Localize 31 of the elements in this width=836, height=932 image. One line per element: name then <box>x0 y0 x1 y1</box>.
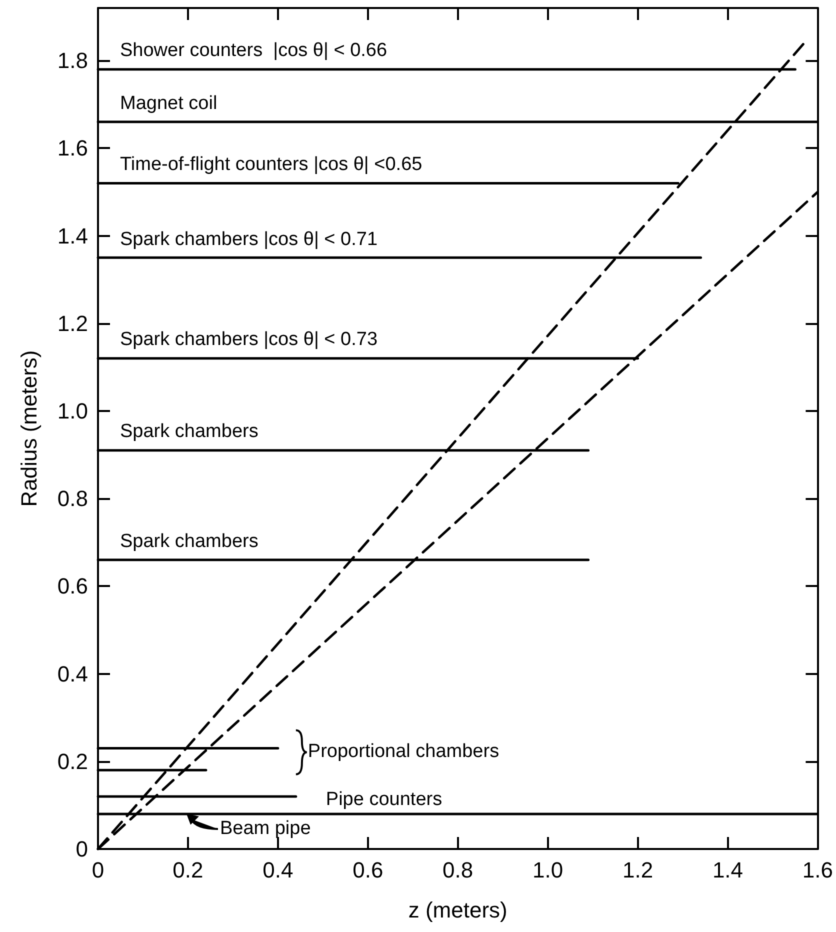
y-tick-label: 1.2 <box>57 310 88 336</box>
annotation: Spark chambers |cos θ| < 0.71 <box>120 228 378 251</box>
y-tick-label: 0.4 <box>57 661 88 686</box>
x-tick-label: 0.4 <box>262 858 294 882</box>
y-tick-label: 0.6 <box>57 574 88 599</box>
annotation: Spark chambers <box>120 530 258 553</box>
x-tick-label: 0.8 <box>442 858 474 882</box>
y-tick-label: 1.0 <box>57 398 88 424</box>
y-tick-label: 0 <box>76 836 88 862</box>
annotation: Proportional chambers <box>308 741 500 764</box>
annotation: Spark chambers <box>120 421 258 444</box>
y-tick-label: 0.8 <box>57 486 88 512</box>
annotation: Time-of-flight counters |cos θ| <0.65 <box>120 154 422 176</box>
x-tick-label: 1.4 <box>712 858 744 882</box>
x-tick-label: 0.2 <box>172 858 204 882</box>
y-tick-label: 0.2 <box>57 748 88 774</box>
annotation: Magnet coil <box>120 92 218 115</box>
y-tick-label: 1.8 <box>57 48 88 74</box>
y-axis-title: Radius (meters) <box>16 350 42 507</box>
annotation: Spark chambers |cos θ| < 0.73 <box>120 329 378 352</box>
x-tick-label: 1.6 <box>802 858 834 882</box>
annotation: Beam pipe <box>220 818 311 840</box>
annotation: Pipe counters <box>326 789 442 812</box>
x-tick-label: 0 <box>92 858 104 882</box>
y-tick-label: 1.6 <box>57 136 88 161</box>
x-tick-label: 0.6 <box>352 858 384 882</box>
x-axis-title: z (meters) <box>408 898 508 922</box>
y-tick-label: 1.4 <box>57 223 88 248</box>
annotation: Shower counters |cos θ| < 0.66 <box>120 40 388 62</box>
x-tick-label: 1.0 <box>532 858 564 882</box>
x-tick-label: 1.2 <box>622 858 654 882</box>
